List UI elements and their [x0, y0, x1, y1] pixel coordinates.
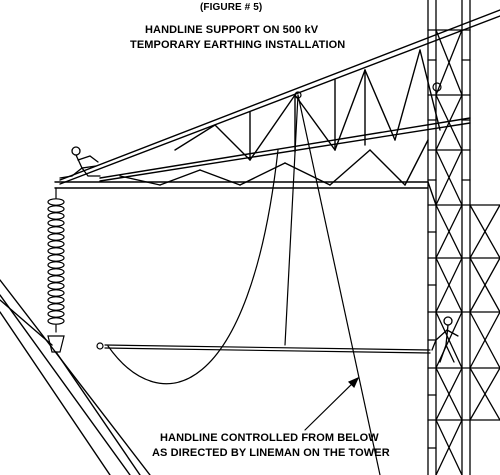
caption-line-1: HANDLINE CONTROLLED FROM BELOW [160, 432, 379, 444]
handline [96, 82, 442, 475]
figure-title-line-2: TEMPORARY EARTHING INSTALLATION [130, 39, 346, 51]
crossarm-truss [54, 9, 500, 206]
tower-body [427, 0, 500, 475]
caption-line-2: AS DIRECTED BY LINEMAN ON THE TOWER [152, 447, 390, 459]
caption-arrow [304, 376, 360, 431]
insulator-string [47, 187, 65, 353]
conductors [0, 279, 151, 475]
lineman-on-tower [431, 316, 459, 363]
figure-title-line-1: HANDLINE SUPPORT ON 500 kV [145, 24, 319, 36]
lineman-on-crossarm [59, 146, 101, 179]
figure-number: (FIGURE # 5) [200, 2, 263, 13]
